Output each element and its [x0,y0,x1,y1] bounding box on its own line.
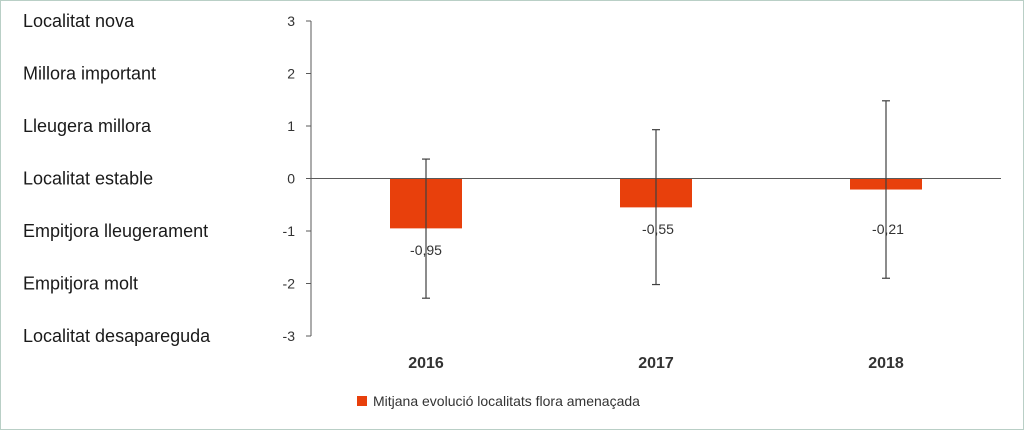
y-tick-label: -2 [283,276,296,292]
y-category-label: Empitjora molt [23,274,138,294]
y-category-label: Empitjora lleugerament [23,221,208,241]
y-tick-label: 2 [287,66,295,82]
data-label: -0,95 [410,242,442,258]
data-label: -0,21 [872,221,904,237]
legend-swatch [357,396,367,406]
x-tick-label: 2016 [408,355,444,372]
y-tick-label: -1 [283,223,296,239]
y-tick-label: 0 [287,171,295,187]
y-category-label: Lleugera millora [23,116,152,136]
y-category-label: Millora important [23,64,156,84]
y-category-label: Localitat desapareguda [23,326,211,346]
y-tick-label: 3 [287,13,295,29]
x-tick-label: 2018 [868,355,904,372]
legend-label: Mitjana evolució localitats flora amenaç… [373,393,640,409]
y-category-label: Localitat nova [23,11,135,31]
y-tick-label: 1 [287,118,295,134]
y-category-label: Localitat estable [23,169,153,189]
x-tick-label: 2017 [638,355,674,372]
y-tick-label: -3 [283,328,296,344]
data-label: -0,55 [642,221,674,237]
